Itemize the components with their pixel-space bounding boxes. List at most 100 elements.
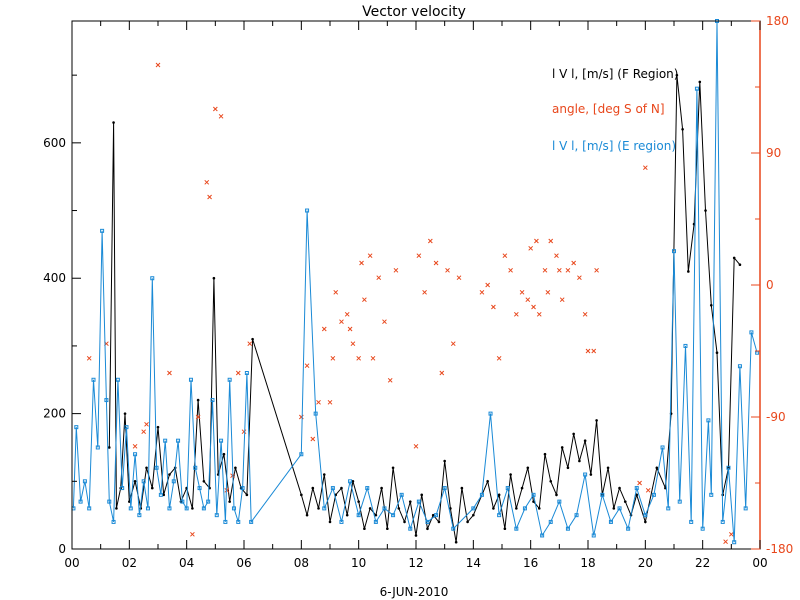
data-point (311, 486, 315, 490)
data-point (124, 425, 129, 430)
data-point (526, 466, 530, 470)
data-point (492, 507, 495, 510)
series-1 (86, 62, 734, 545)
data-point (370, 355, 376, 361)
data-point (322, 506, 327, 511)
data-point (433, 260, 439, 266)
y-left-tick-label: 0 (58, 542, 66, 556)
data-point (634, 486, 639, 491)
data-point (582, 311, 588, 317)
data-point (600, 492, 605, 497)
data-point (449, 507, 452, 510)
data-point (222, 452, 226, 456)
data-point (397, 507, 401, 510)
x-tick-label: 22 (695, 556, 710, 570)
data-point (583, 439, 587, 442)
data-point (408, 500, 412, 503)
data-point (554, 253, 559, 259)
data-point (176, 438, 181, 443)
data-point (416, 253, 422, 259)
data-point (689, 519, 694, 524)
data-point (313, 411, 318, 416)
data-point (201, 506, 206, 511)
data-point (557, 499, 562, 504)
data-point (212, 276, 216, 280)
data-point (91, 377, 96, 382)
data-point (548, 519, 553, 524)
data-point (327, 399, 333, 405)
data-point (317, 507, 320, 510)
data-point (572, 432, 575, 436)
data-point (95, 445, 100, 450)
data-point (623, 500, 627, 503)
data-point (347, 326, 353, 332)
data-point (626, 526, 631, 531)
data-point (399, 492, 404, 497)
data-point (437, 520, 441, 524)
data-point (519, 289, 525, 295)
data-point (643, 513, 648, 518)
data-point (132, 443, 138, 449)
data-point (150, 486, 154, 490)
data-point (709, 492, 714, 497)
data-point (310, 436, 316, 442)
x-axis-label: 6-JUN-2010 (380, 585, 449, 599)
data-point (450, 341, 456, 347)
data-point (168, 473, 171, 476)
data-point (408, 526, 413, 531)
chart-title: Vector velocity (362, 4, 466, 20)
data-point (543, 452, 547, 456)
x-tick-label: 08 (294, 556, 309, 570)
data-point (300, 493, 303, 497)
data-point (104, 398, 109, 403)
x-tick-label: 18 (580, 556, 595, 570)
data-point (454, 540, 458, 544)
data-point (100, 228, 105, 233)
data-point (350, 341, 356, 347)
y-right-tick-label: 90 (766, 146, 781, 160)
data-point (155, 62, 161, 68)
legend: l V l, [m/s] (F Region) angle, [deg S of… (552, 67, 678, 153)
data-point (207, 194, 212, 200)
data-point (144, 421, 149, 427)
data-point (548, 238, 554, 244)
data-point (585, 348, 591, 354)
data-point (240, 486, 245, 491)
data-point (305, 208, 310, 213)
data-point (141, 479, 146, 484)
data-point (595, 419, 598, 422)
data-point (496, 355, 502, 361)
data-point (191, 507, 194, 510)
data-point (728, 531, 734, 537)
data-point (513, 311, 519, 317)
data-point (743, 506, 748, 511)
data-point (687, 270, 690, 273)
data-point (698, 80, 702, 84)
data-point (497, 513, 502, 518)
data-point (502, 253, 508, 259)
data-point (471, 506, 476, 511)
data-point (115, 377, 120, 382)
data-point (479, 289, 485, 295)
data-point (520, 486, 524, 490)
data-point (150, 276, 155, 281)
data-point (683, 343, 688, 348)
data-point (534, 238, 539, 244)
series-2 (71, 19, 760, 545)
data-point (560, 446, 564, 449)
x-tick-label: 04 (179, 556, 194, 570)
data-point (642, 165, 648, 171)
data-point (128, 506, 133, 511)
data-point (87, 506, 92, 511)
data-point (666, 506, 671, 511)
data-point (365, 486, 370, 491)
data-point (162, 493, 166, 497)
data-point (522, 506, 527, 511)
y-left-tick-label: 600 (43, 136, 66, 150)
data-point (115, 507, 118, 510)
data-point (416, 499, 421, 504)
data-point (382, 506, 387, 511)
data-point (251, 337, 254, 341)
data-point (316, 399, 321, 405)
data-point (195, 414, 201, 420)
